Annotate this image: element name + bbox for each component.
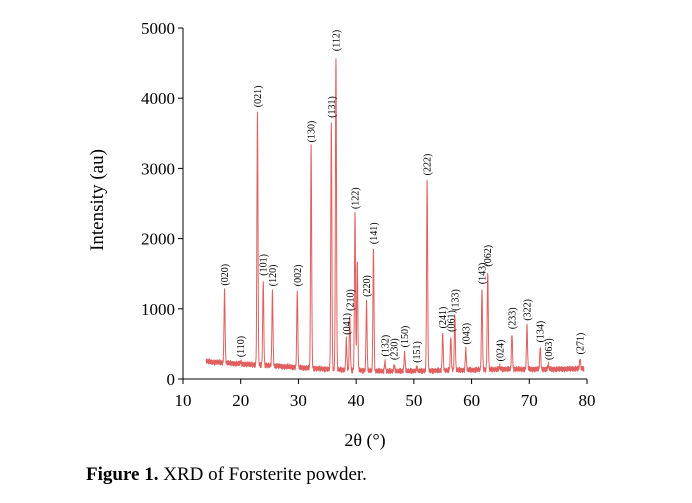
peak-label-group: (020) (110) (021) (101)(120) (002) (130) (131)… <box>220 30 587 363</box>
peak-label: (141) <box>369 222 380 244</box>
peak-label: (130) <box>307 121 318 143</box>
y-tick-label: 0 <box>167 370 176 389</box>
xrd-chart: 0 1000 2000 3000 4000 5000 10 20 30 40 50 60 70 80 (… <box>87 19 596 451</box>
peak-label: (134) <box>536 321 547 343</box>
peak-label: (151) <box>412 341 423 363</box>
peak-label: (143) <box>477 262 488 284</box>
peak-label: (002) <box>293 265 304 287</box>
figure-caption: Figure 1. XRD of Forsterite powder. <box>86 464 367 486</box>
peak-label: (222) <box>423 154 434 176</box>
peak-label: (133) <box>450 289 461 311</box>
peak-label: (322) <box>522 299 533 321</box>
peak-label: (043) <box>461 323 472 345</box>
peak-label: (062) <box>483 245 494 267</box>
xrd-pattern-line <box>205 58 585 375</box>
peak-label: (020) <box>220 264 231 286</box>
y-tick-label: 1000 <box>141 300 175 319</box>
y-tick-label: 4000 <box>141 89 175 108</box>
x-tick-label: 80 <box>579 391 596 410</box>
x-axis-title: 2θ (°) <box>344 430 385 451</box>
peak-label: (041) <box>342 313 353 335</box>
x-tick-label: 70 <box>521 391 538 410</box>
peak-label: (061) <box>446 310 457 332</box>
x-tick-label: 60 <box>463 391 480 410</box>
peak-label: (220) <box>362 275 373 297</box>
y-axis-title: Intensity (au) <box>87 149 108 251</box>
y-tick-label: 2000 <box>141 230 175 249</box>
peak-label: (112) <box>331 30 342 51</box>
x-tick-label: 40 <box>348 391 365 410</box>
x-tick-label: 30 <box>290 391 307 410</box>
x-tick-label: 50 <box>405 391 422 410</box>
figure-caption-label: Figure 1. <box>86 464 159 485</box>
x-tick-label: 20 <box>232 391 249 410</box>
y-tick-label: 5000 <box>141 19 175 38</box>
peak-label: (271) <box>576 333 587 355</box>
peak-label: (210) <box>345 289 356 311</box>
x-tick-group: 10 20 30 40 50 60 70 80 <box>175 379 596 410</box>
peak-label: (120) <box>268 265 279 287</box>
peak-label: (150) <box>400 326 411 348</box>
figure-caption-text: XRD of Forsterite powder. <box>158 464 367 485</box>
peak-label: (230) <box>390 338 401 360</box>
xrd-pattern-series <box>205 58 585 375</box>
peak-label: (241) <box>438 307 449 329</box>
x-tick-label: 10 <box>175 391 192 410</box>
peak-label: (024) <box>495 340 506 362</box>
y-tick-group: 0 1000 2000 3000 4000 5000 <box>141 19 183 389</box>
peak-label: (122) <box>350 187 361 209</box>
peak-label: (110) <box>236 336 247 357</box>
chart-axes <box>182 28 587 380</box>
peak-label: (063) <box>544 338 555 360</box>
peak-label: (101) <box>259 254 270 276</box>
peak-label: (233) <box>507 307 518 329</box>
peak-label: (132) <box>381 335 392 357</box>
y-tick-label: 3000 <box>141 159 175 178</box>
peak-label: (131) <box>327 96 338 118</box>
peak-label: (021) <box>253 86 264 108</box>
